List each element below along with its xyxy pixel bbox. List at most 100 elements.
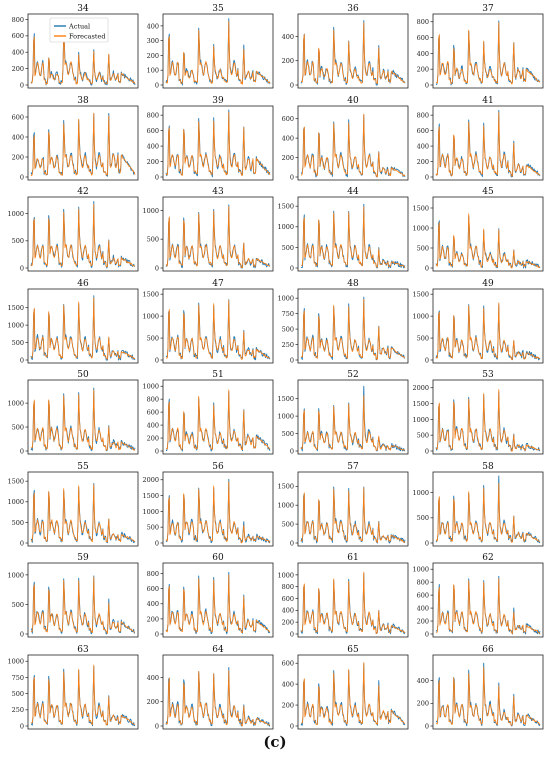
y-tick-label: 0 [425,630,429,638]
y-tick-label: 500 [12,423,24,431]
subplot-62: 62 0 200 400 600 800 1000 [412,553,544,638]
y-tick-label: 500 [282,325,294,333]
axes-frame [297,288,409,364]
subplot-34: 34 0 200 400 600 800 Actual Forecasted [12,4,139,89]
y-tick-label: 400 [282,135,294,143]
series-line-forecasted [165,670,270,727]
y-tick-label: 800 [417,18,429,26]
subplot-title: 39 [212,96,224,106]
legend-label: Forecasted [69,32,106,40]
subplot-63: 63 0 250 500 750 1000 [7,645,139,730]
y-tick-label: 1500 [412,400,429,408]
y-tick-label: 1000 [412,313,429,321]
y-tick-label: 600 [417,127,429,135]
y-tick-label: 200 [147,52,159,60]
y-tick-label: 2000 [142,476,159,484]
axes-frame [297,379,409,455]
y-tick-label: 600 [12,32,24,40]
y-tick-label: 500 [12,690,24,698]
subplot-title: 62 [482,553,493,563]
y-tick-label: 1500 [277,395,294,403]
y-tick-label: 0 [155,81,159,89]
axes-frame [162,562,274,638]
y-tick-label: 200 [417,66,429,74]
series-line-forecasted [30,28,136,85]
y-tick-label: 600 [12,113,24,121]
axes-frame [432,105,544,181]
y-tick-label: 500 [12,601,24,609]
axes-frame [432,562,544,638]
y-tick-label: 0 [425,447,429,455]
subplot-title: 35 [212,4,224,14]
axes-frame [162,471,274,547]
subplot-title: 66 [482,645,494,655]
y-tick-label: 0 [155,447,159,455]
subplot-title: 64 [212,645,224,655]
y-tick-label: 500 [282,521,294,529]
subplot-42: 42 0 500 1000 [7,187,139,272]
axes-frame [162,379,274,455]
series-line-actual [300,662,406,727]
subplot-title: 40 [347,96,359,106]
y-tick-label: 750 [282,310,294,318]
y-tick-label: 400 [147,421,159,429]
series-line-forecasted [165,574,271,634]
subplot-title: 44 [347,187,359,197]
series-line-actual [435,662,541,727]
subplot-66: 66 0 200 400 [417,645,544,730]
y-tick-label: 200 [147,158,159,166]
y-tick-label: 1000 [277,413,294,421]
y-tick-label: 1000 [277,295,294,303]
y-tick-label: 1000 [412,489,429,497]
subplot-title: 57 [347,462,359,472]
y-tick-label: 0 [20,539,24,547]
y-tick-label: 1000 [142,313,159,321]
series-line-forecasted [30,576,136,634]
subplot-51: 51 0 200 400 600 800 1000 [142,370,274,455]
y-tick-label: 1000 [412,224,429,232]
series-line-forecasted [435,483,541,543]
axes-frame [297,13,409,89]
y-tick-label: 400 [417,50,429,58]
figure-caption: (c) [263,733,287,751]
y-tick-label: 1000 [142,508,159,516]
subplot-45: 45 0 500 1000 1500 [412,187,544,272]
series-line-forecasted [435,578,541,634]
series-line-forecasted [30,112,136,177]
y-tick-label: 0 [290,630,294,638]
series-line-actual [435,391,541,452]
series-line-forecasted [300,395,406,451]
y-tick-label: 0 [290,722,294,730]
y-tick-label: 600 [147,585,159,593]
subplot-43: 43 0 500 1000 [142,187,274,272]
subplot-36: 36 0 200 400 [282,4,409,89]
y-tick-label: 400 [417,142,429,150]
subplot-title: 38 [77,96,89,106]
subplot-58: 58 0 500 1000 [412,462,544,547]
series-line-forecasted [435,302,541,361]
y-tick-label: 200 [417,158,429,166]
y-tick-label: 200 [147,434,159,442]
y-tick-label: 200 [417,700,429,708]
subplot-57: 57 0 500 1000 1500 [277,462,409,547]
y-tick-label: 400 [417,677,429,685]
series-line-forecasted [435,112,541,177]
y-tick-label: 400 [147,22,159,30]
series-line-forecasted [435,389,541,452]
y-tick-label: 1500 [412,204,429,212]
y-tick-label: 0 [155,539,159,547]
subplot-title: 53 [482,370,494,380]
series-line-forecasted [30,664,136,726]
series-line-actual [435,304,541,361]
y-tick-label: 400 [147,674,159,682]
subplot-56: 56 0 500 1000 1500 2000 [142,462,274,547]
y-tick-label: 0 [290,539,294,547]
y-tick-label: 600 [417,34,429,42]
series-line-forecasted [300,571,406,634]
subplot-title: 65 [347,645,359,655]
y-tick-label: 0 [425,539,429,547]
y-tick-label: 200 [282,57,294,65]
y-tick-label: 1500 [7,478,24,486]
